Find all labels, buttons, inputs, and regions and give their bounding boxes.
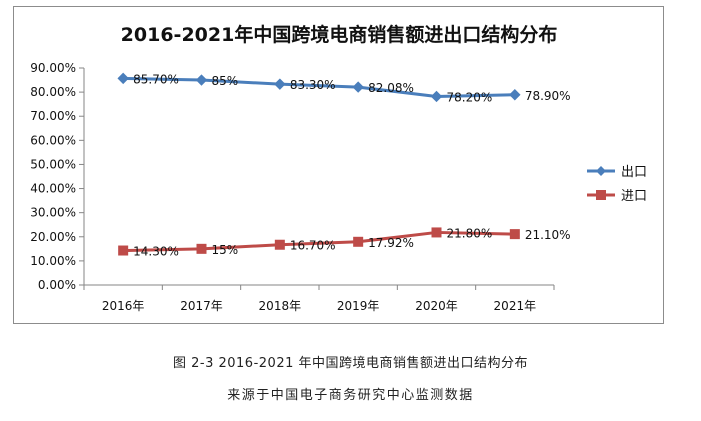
x-tick-label: 2018年 — [259, 299, 302, 313]
data-label: 15% — [212, 243, 239, 257]
series-line-1 — [123, 76, 515, 98]
data-point — [196, 243, 207, 254]
x-tick-label: 2016年 — [102, 299, 145, 313]
data-point — [195, 74, 208, 86]
data-label: 21.10% — [525, 228, 571, 242]
legend-marker — [596, 166, 606, 176]
data-point — [118, 245, 129, 256]
data-point — [352, 81, 364, 93]
y-tick-label: 20.00% — [30, 230, 76, 244]
data-label: 82.08% — [368, 81, 414, 95]
legend-marker — [596, 190, 606, 200]
data-point — [430, 90, 443, 103]
series-line-2 — [123, 230, 515, 253]
legend-label: 出口 — [621, 165, 647, 180]
x-tick-label: 2021年 — [494, 299, 537, 313]
data-label: 78.20% — [447, 90, 493, 104]
source-note: 来源于中国电子商务研究中心监测数据 — [227, 388, 474, 403]
data-point — [431, 227, 442, 238]
data-label: 78.90% — [525, 89, 571, 103]
data-label: 85.70% — [133, 72, 179, 86]
y-tick-label: 80.00% — [30, 85, 76, 99]
data-point — [353, 236, 364, 247]
data-label: 21.80% — [447, 226, 493, 240]
data-label: 17.92% — [368, 236, 414, 250]
data-label: 85% — [212, 74, 239, 88]
chart-title: 2016-2021年中国跨境电商销售额进出口结构分布 — [121, 23, 558, 46]
x-tick-label: 2020年 — [415, 299, 458, 313]
y-tick-label: 10.00% — [30, 254, 76, 268]
data-label: 83.30% — [290, 78, 336, 92]
y-tick-label: 40.00% — [30, 182, 76, 196]
data-label: 14.30% — [133, 245, 179, 259]
y-tick-label: 50.00% — [30, 157, 76, 171]
data-point — [509, 229, 520, 240]
data-label: 16.70% — [290, 239, 336, 253]
data-point — [274, 239, 285, 250]
y-tick-label: 30.00% — [30, 206, 76, 220]
y-tick-label: 70.00% — [30, 109, 76, 123]
legend-label: 进口 — [621, 189, 647, 204]
data-point — [274, 78, 286, 90]
figure-caption: 图 2-3 2016-2021 年中国跨境电商销售额进出口结构分布 — [173, 356, 528, 371]
x-tick-label: 2019年 — [337, 299, 380, 313]
y-tick-label: 0.00% — [38, 278, 76, 292]
y-tick-label: 90.00% — [30, 61, 76, 75]
data-point — [117, 72, 129, 85]
data-point — [509, 89, 521, 101]
chart-frame: 2016-2021年中国跨境电商销售额进出口结构分布 0.00% 10.00% 20.… — [13, 6, 664, 324]
y-tick-label: 60.00% — [30, 133, 76, 147]
x-tick-label: 2017年 — [180, 299, 223, 313]
line-chart: 2016-2021年中国跨境电商销售额进出口结构分布 0.00% 10.00% 20.… — [30, 23, 647, 313]
